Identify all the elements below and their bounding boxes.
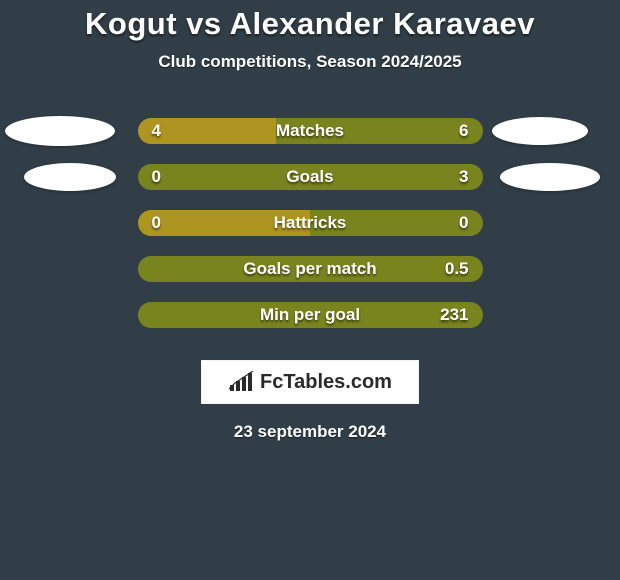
- stat-value-left: 0: [152, 167, 161, 187]
- stat-row: Hattricks 0 0: [0, 200, 620, 246]
- stat-value-left: 0: [152, 213, 161, 233]
- source-logo: FcTables.com: [201, 360, 419, 404]
- date-label: 23 september 2024: [0, 422, 620, 442]
- stat-bar: Hattricks 0 0: [138, 210, 483, 236]
- stat-value-right: 6: [459, 121, 468, 141]
- stat-label: Goals per match: [243, 259, 376, 279]
- stat-bar: Min per goal 231: [138, 302, 483, 328]
- player-right-badge: [492, 117, 588, 145]
- stat-bar: Goals 0 3: [138, 164, 483, 190]
- stat-value-right: 0.5: [445, 259, 469, 279]
- stat-value-right: 3: [459, 167, 468, 187]
- stat-value-right: 0: [459, 213, 468, 233]
- stat-row: Goals per match 0.5: [0, 246, 620, 292]
- bar-chart-icon: [228, 371, 254, 393]
- stat-label: Hattricks: [274, 213, 347, 233]
- player-right-badge: [500, 163, 600, 191]
- comparison-infographic: Kogut vs Alexander Karavaev Club competi…: [0, 0, 620, 580]
- player-left-badge: [5, 116, 115, 146]
- page-title: Kogut vs Alexander Karavaev: [0, 0, 620, 42]
- subtitle: Club competitions, Season 2024/2025: [0, 52, 620, 72]
- player-left-badge: [24, 163, 116, 191]
- stat-value-right: 231: [440, 305, 468, 325]
- stat-bar: Matches 4 6: [138, 118, 483, 144]
- stat-bar: Goals per match 0.5: [138, 256, 483, 282]
- stat-row: Min per goal 231: [0, 292, 620, 338]
- source-logo-text: FcTables.com: [260, 371, 392, 394]
- stat-label: Goals: [286, 167, 333, 187]
- stat-label: Matches: [276, 121, 344, 141]
- stat-value-left: 4: [152, 121, 161, 141]
- stat-label: Min per goal: [260, 305, 360, 325]
